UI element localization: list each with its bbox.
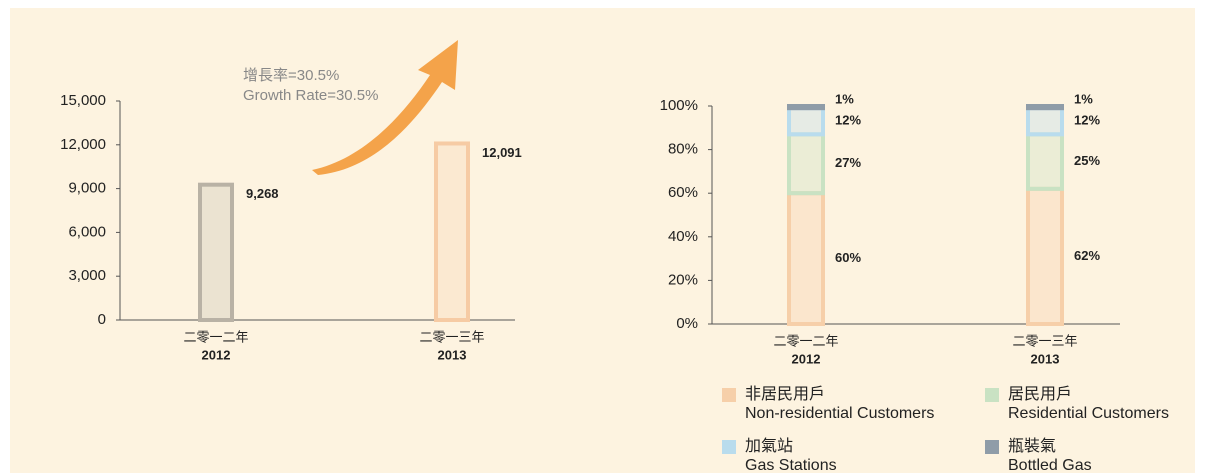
x-tick-label: 2012 <box>202 347 231 362</box>
x-tick-label: 二零一三年 <box>1012 333 1077 348</box>
legend-label: Bottled Gas <box>1008 457 1092 473</box>
bar-segment <box>1026 132 1064 191</box>
bar <box>198 182 234 322</box>
data-label: 12% <box>1074 113 1100 128</box>
data-label: 27% <box>835 155 861 170</box>
legend-swatch <box>722 388 736 402</box>
legend-label: 非居民用戶 <box>745 385 825 403</box>
legend-label: 居民用戶 <box>1008 385 1072 403</box>
data-label: 12,091 <box>482 145 522 160</box>
data-label: 1% <box>835 91 854 106</box>
bar-segment <box>787 191 825 326</box>
bar-segment <box>787 132 825 196</box>
y-tick-label: 9,000 <box>68 180 106 197</box>
legend-label: Residential Customers <box>1008 405 1169 422</box>
legend-swatch <box>985 388 999 402</box>
legend-label: Gas Stations <box>745 457 837 473</box>
y-tick-label: 100% <box>660 97 698 114</box>
x-tick-label: 2013 <box>1031 351 1060 366</box>
y-tick-label: 0 <box>98 311 106 328</box>
bar <box>434 141 470 322</box>
legend-label: 瓶裝氣 <box>1008 437 1056 455</box>
annotation: Growth Rate=30.5% <box>243 87 379 104</box>
y-tick-label: 12,000 <box>60 136 106 153</box>
bar-segment <box>787 104 825 111</box>
growth-arrow <box>312 40 458 175</box>
data-label: 1% <box>1074 91 1093 106</box>
y-tick-label: 0% <box>676 315 698 332</box>
data-label: 12% <box>835 113 861 128</box>
y-tick-label: 6,000 <box>68 223 106 240</box>
legend-swatch <box>985 440 999 454</box>
background <box>10 8 1195 473</box>
y-tick-label: 20% <box>668 271 698 288</box>
y-tick-label: 80% <box>668 141 698 158</box>
y-tick-label: 60% <box>668 184 698 201</box>
legend-label: 加氣站 <box>745 437 793 455</box>
data-label: 62% <box>1074 248 1100 263</box>
y-tick-label: 40% <box>668 228 698 245</box>
data-label: 9,268 <box>246 186 279 201</box>
bar-segment <box>1026 106 1064 137</box>
bar-segment <box>787 106 825 137</box>
data-label: 60% <box>835 250 861 265</box>
y-tick-label: 15,000 <box>60 92 106 109</box>
legend-swatch <box>722 440 736 454</box>
legend-label: Non-residential Customers <box>745 405 934 422</box>
bar-segment <box>1026 186 1064 326</box>
bar-segment <box>1026 104 1064 111</box>
x-tick-label: 二零一二年 <box>183 329 248 344</box>
x-tick-label: 2012 <box>792 351 821 366</box>
x-tick-label: 二零一二年 <box>773 333 838 348</box>
y-tick-label: 3,000 <box>68 267 106 284</box>
annotation: 增長率=30.5% <box>243 67 339 84</box>
data-label: 25% <box>1074 153 1100 168</box>
x-tick-label: 2013 <box>438 347 467 362</box>
x-tick-label: 二零一三年 <box>419 329 484 344</box>
